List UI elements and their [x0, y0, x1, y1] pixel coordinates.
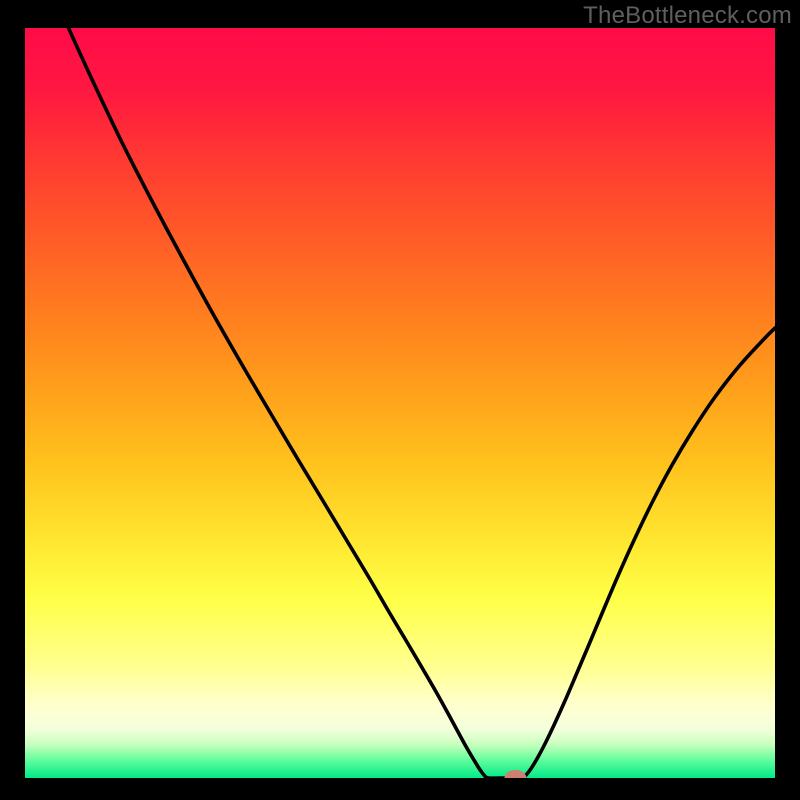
bottleneck-chart — [0, 0, 800, 800]
chart-stage: TheBottleneck.com — [0, 0, 800, 800]
attribution-text: TheBottleneck.com — [583, 2, 792, 30]
plot-background — [25, 28, 775, 778]
optimal-point-marker — [505, 770, 527, 786]
